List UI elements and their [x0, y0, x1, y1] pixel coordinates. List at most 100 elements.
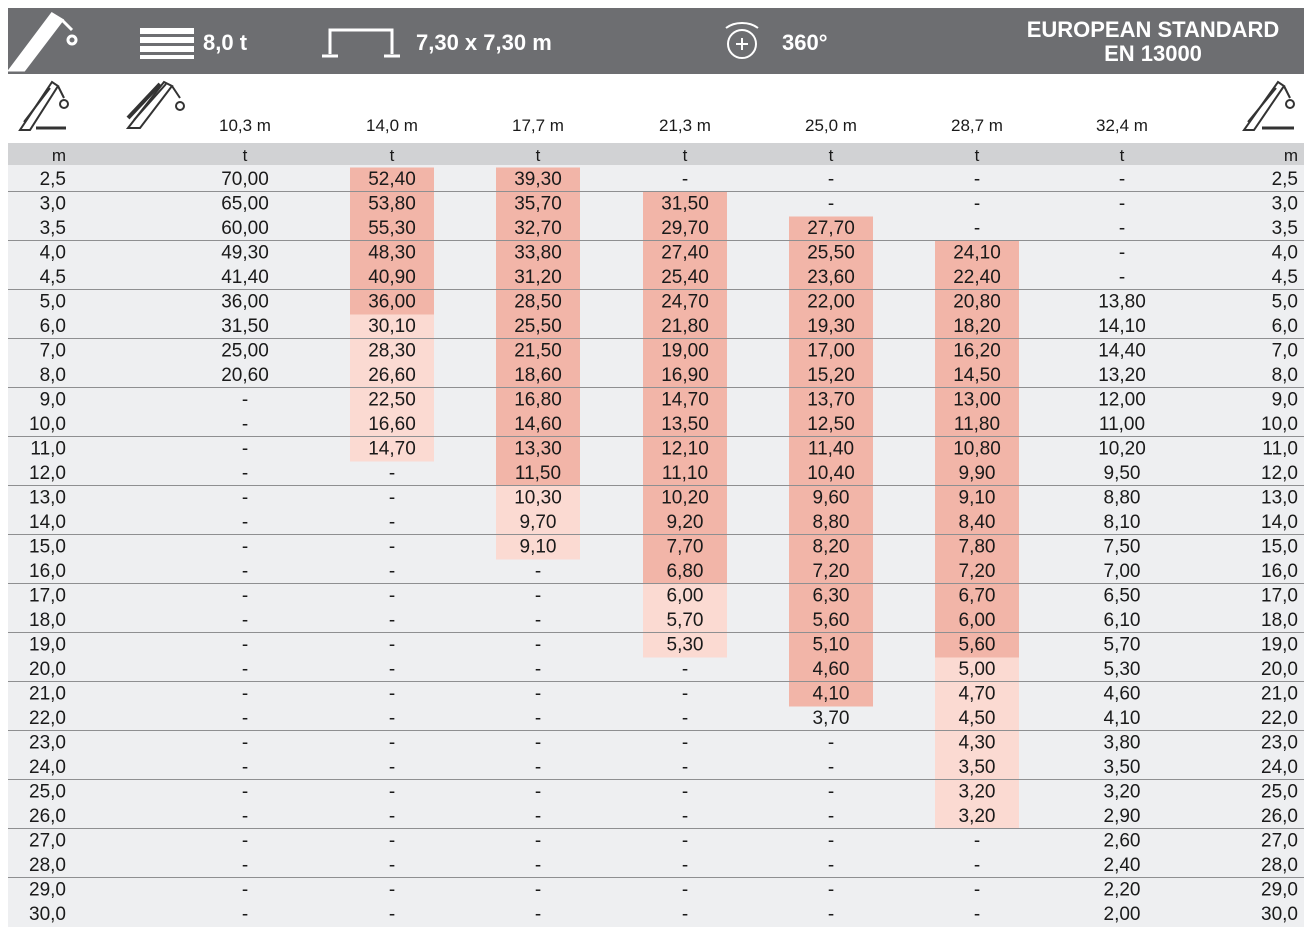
load-value: 25,40 [661, 267, 709, 288]
cell-shade [350, 363, 434, 388]
load-value: 4,10 [813, 684, 850, 705]
load-value: - [682, 708, 688, 729]
load-value: 27,40 [661, 243, 709, 264]
load-value: 19,30 [807, 316, 855, 337]
radius: 26,0 [1261, 806, 1298, 827]
radius: 19,0 [1261, 635, 1298, 656]
load-value: - [682, 169, 688, 190]
load-value: 11,40 [808, 439, 854, 460]
cell-shade [935, 388, 1019, 413]
load-value: 36,00 [221, 292, 269, 313]
cell-shade [350, 167, 434, 192]
load-value: - [682, 904, 688, 925]
cell-shade [643, 584, 727, 609]
radius: 30,0 [29, 904, 66, 925]
radius: 14,0 [1261, 512, 1298, 533]
counterweight-icon [140, 28, 194, 59]
load-value: 17,00 [807, 341, 855, 362]
load-value: 22,50 [368, 390, 416, 411]
load-value: 52,40 [368, 169, 416, 190]
radius: 8,0 [40, 365, 66, 386]
load-value: 2,40 [1104, 855, 1141, 876]
radius: 7,0 [40, 341, 66, 362]
radius: 30,0 [1261, 904, 1298, 925]
cell-shade [496, 290, 580, 315]
radius: 25,0 [1261, 782, 1298, 803]
cell-shade [643, 608, 727, 633]
load-value: 3,50 [959, 757, 996, 778]
cell-shade [350, 314, 434, 339]
load-value: - [535, 880, 541, 901]
load-value: 9,50 [1104, 463, 1141, 484]
radius: 11,0 [30, 439, 66, 460]
load-value: 5,70 [667, 610, 704, 631]
load-value: 39,30 [514, 169, 562, 190]
cell-shade [496, 388, 580, 413]
load-value: 13,80 [1098, 292, 1146, 313]
cell-shade [935, 314, 1019, 339]
cell-shade [789, 241, 873, 266]
load-value: 18,60 [514, 365, 562, 386]
load-value: 13,30 [514, 439, 562, 460]
load-value: - [242, 855, 248, 876]
cell-shade [789, 657, 873, 682]
load-value: 13,20 [1098, 365, 1146, 386]
load-value: - [242, 610, 248, 631]
unit-label: t [536, 146, 541, 165]
radius: 19,0 [29, 635, 66, 656]
load-value: - [389, 488, 395, 509]
unit-label: t [243, 146, 248, 165]
load-value: 8,10 [1104, 512, 1141, 533]
load-value: - [389, 586, 395, 607]
radius: 17,0 [1261, 586, 1298, 607]
radius: 5,0 [1272, 292, 1298, 313]
load-value: 19,00 [661, 341, 709, 362]
load-value: - [682, 855, 688, 876]
unit-label: t [829, 146, 834, 165]
cell-shade [350, 412, 434, 437]
cell-shade [496, 192, 580, 217]
load-value: - [242, 782, 248, 803]
cell-shade [350, 388, 434, 413]
load-value: - [242, 512, 248, 533]
load-value: 28,30 [368, 341, 416, 362]
load-value: 33,80 [514, 243, 562, 264]
radius: 29,0 [29, 880, 66, 901]
cell-shade [935, 706, 1019, 731]
load-value: - [974, 218, 980, 239]
header-bar [8, 8, 1304, 74]
cell-shade [935, 608, 1019, 633]
load-value: 5,30 [667, 635, 704, 656]
load-value: - [974, 194, 980, 215]
radius: 28,0 [29, 855, 66, 876]
cell-shade [643, 412, 727, 437]
load-value: - [535, 659, 541, 680]
load-value: - [828, 733, 834, 754]
load-value: 30,10 [368, 316, 416, 337]
load-value: 14,70 [368, 439, 416, 460]
cell-shade [496, 437, 580, 462]
load-value: 12,00 [1098, 390, 1146, 411]
load-value: - [828, 855, 834, 876]
load-value: - [535, 733, 541, 754]
load-value: - [242, 733, 248, 754]
cell-shade [935, 584, 1019, 609]
load-value: - [682, 782, 688, 803]
load-value: 3,20 [959, 782, 996, 803]
load-value: - [389, 880, 395, 901]
radius: 10,0 [29, 414, 66, 435]
load-value: 13,70 [807, 390, 855, 411]
boom-length: 28,7 m [951, 116, 1003, 135]
load-value: 3,80 [1104, 733, 1141, 754]
load-value: - [389, 635, 395, 656]
cell-shade [643, 265, 727, 290]
load-value: - [828, 904, 834, 925]
load-value: 2,90 [1104, 806, 1141, 827]
cell-shade [935, 265, 1019, 290]
load-value: - [828, 757, 834, 778]
radius: 28,0 [1261, 855, 1298, 876]
load-value: 5,10 [813, 635, 850, 656]
load-value: 5,70 [1104, 635, 1141, 656]
radius: 7,0 [1272, 341, 1298, 362]
load-value: 4,50 [959, 708, 996, 729]
